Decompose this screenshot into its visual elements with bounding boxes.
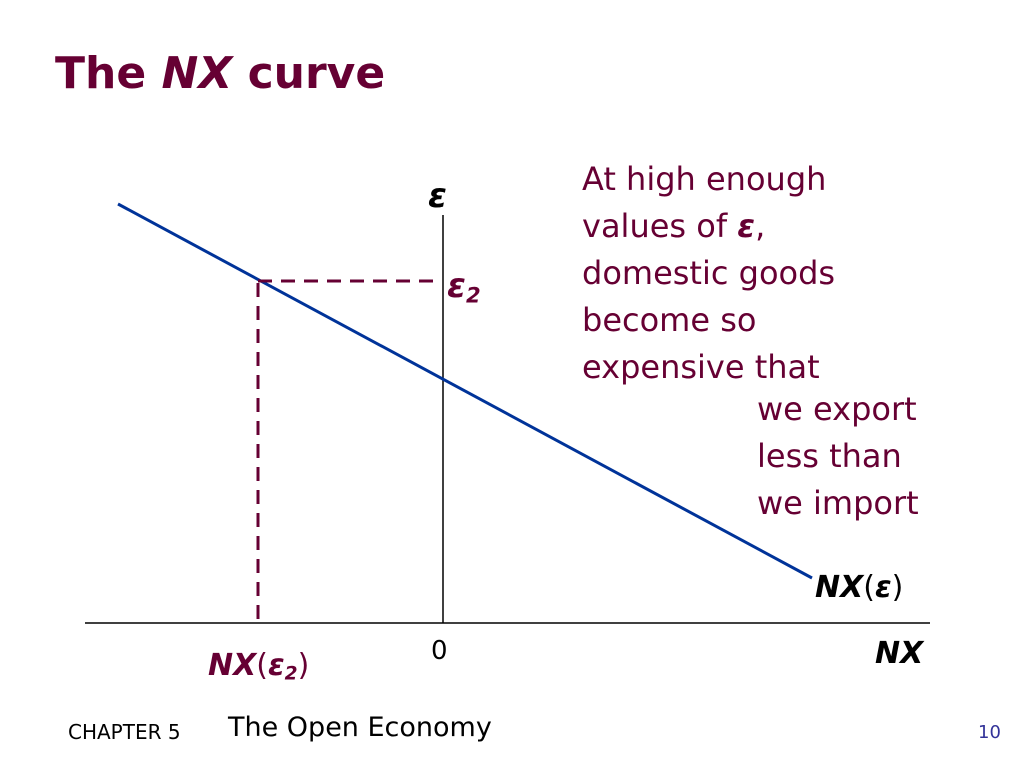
slide-title: The NX curve (55, 52, 385, 96)
curve-label: NX(ε) (815, 570, 903, 605)
title-emph: NX (161, 48, 233, 99)
annotation-line: domestic goods (582, 254, 836, 292)
nx-eps2-eps: ε (267, 648, 285, 683)
nx-eps2-open: ( (256, 648, 268, 683)
footer-chapter: CHAPTER 5 (68, 720, 181, 744)
nx-eps2-label: NX(ε2) (208, 648, 309, 685)
annotation-line: less than (757, 437, 902, 475)
annotation-paragraph-1: At high enough values of ε, domestic goo… (582, 156, 882, 391)
curve-label-close: ) (891, 570, 904, 605)
title-suffix: curve (232, 48, 386, 99)
page-number: 10 (978, 722, 1001, 743)
annotation-line: expensive that (582, 348, 820, 386)
nx-eps2-close: ) (297, 648, 310, 683)
annotation-eps: ε (737, 207, 756, 245)
nx-eps2-prefix: NX (208, 648, 257, 683)
curve-label-open: ( (863, 570, 875, 605)
annotation-line: become so (582, 301, 757, 339)
annotation-line: values of ε, (582, 203, 882, 250)
annotation-comma: , (755, 207, 766, 245)
annotation-paragraph-2: we export less than we import (757, 386, 957, 527)
annotation-line: we import (757, 484, 919, 522)
annotation-line: we export (757, 390, 917, 428)
eps2-symbol: ε (447, 266, 466, 306)
annotation-line-text: values of (582, 207, 738, 245)
footer-title: The Open Economy (228, 712, 492, 743)
nx-eps2-subscript: 2 (284, 663, 298, 685)
x-axis-label: NX (875, 636, 924, 671)
curve-label-nx: NX (815, 570, 864, 605)
nx-curve-line (117, 202, 813, 580)
curve-label-eps: ε (874, 570, 892, 605)
eps2-subscript: 2 (465, 282, 481, 308)
origin-label: 0 (431, 636, 448, 666)
eps2-label: ε2 (447, 266, 481, 307)
annotation-line: At high enough (582, 160, 827, 198)
title-prefix: The (55, 48, 162, 99)
y-axis-label: ε (428, 176, 447, 216)
